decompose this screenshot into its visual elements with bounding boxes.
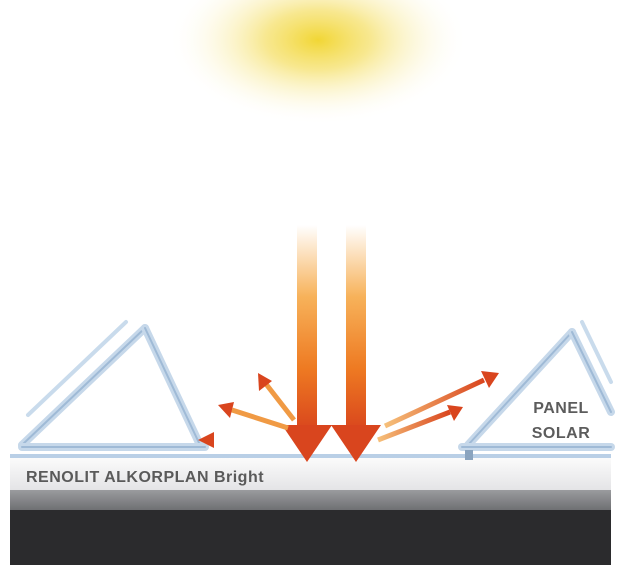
- membrane-label: RENOLIT ALKORPLAN Bright: [26, 469, 265, 486]
- sun-icon: [168, 0, 468, 125]
- panel-label: PANEL SOLAR: [526, 396, 596, 446]
- reflected-arrow: [258, 373, 296, 422]
- left-solar-panel: [18, 320, 209, 451]
- insulation-layer: [10, 490, 611, 510]
- membrane-layer: [10, 458, 611, 490]
- reflected-arrow: [218, 402, 289, 431]
- reflected-light-arrows-right: [377, 371, 499, 443]
- roof-deck-layer: [10, 510, 611, 565]
- roof-layers: [10, 454, 611, 565]
- panel-label-line-1: PANEL: [533, 400, 589, 417]
- reflected-arrow: [377, 405, 463, 443]
- right-solar-panel: [458, 320, 615, 460]
- panel-label-line-2: SOLAR: [531, 425, 591, 442]
- reflected-arrow: [198, 432, 292, 448]
- reflected-arrow: [383, 371, 499, 429]
- incoming-sunlight-arrow-right: [331, 225, 381, 462]
- incoming-sunlight-arrow-left: [282, 225, 332, 462]
- reflected-light-arrows-left: [198, 373, 296, 448]
